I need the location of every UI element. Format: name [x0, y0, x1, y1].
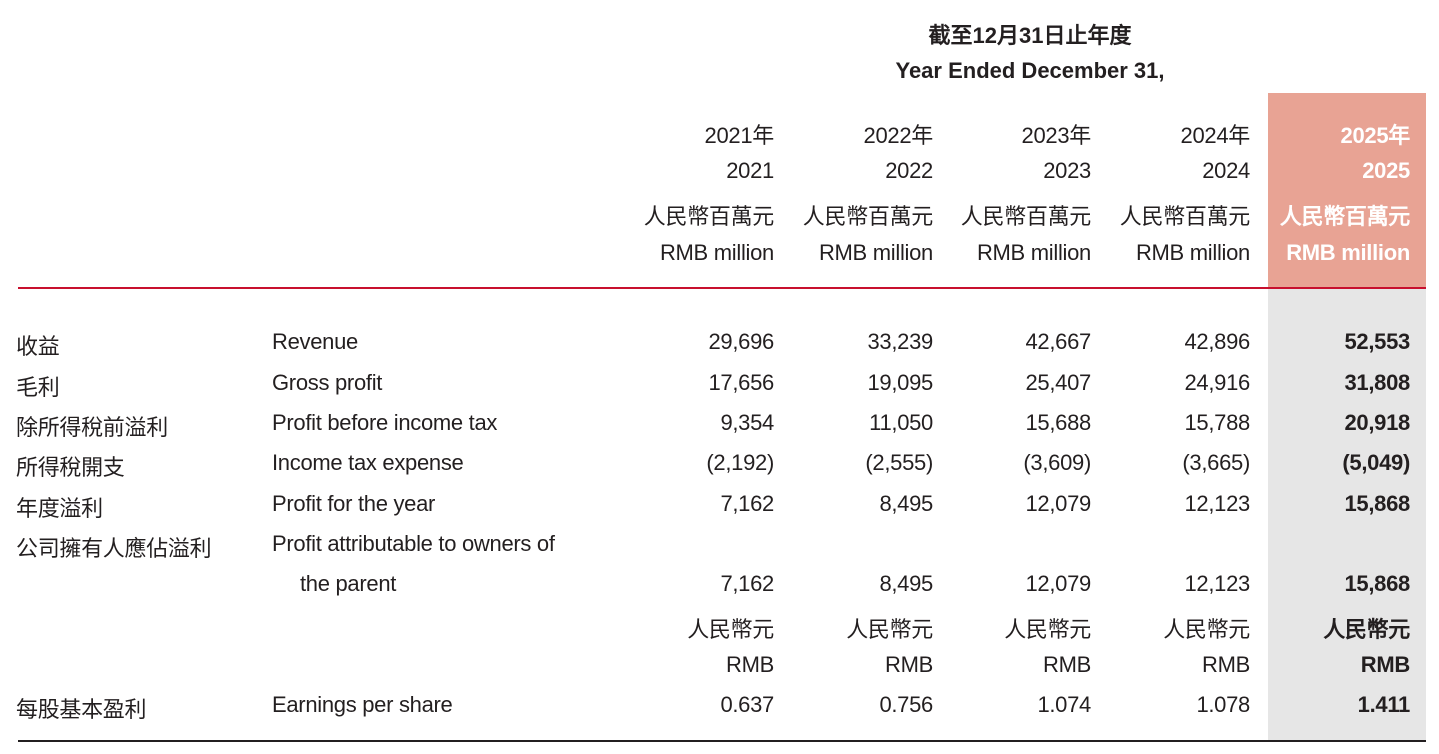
- column-header-unit-cn: 人民幣百萬元: [1279, 204, 1411, 229]
- column-header-unit-en: RMB million: [1286, 240, 1410, 265]
- column-header-year: 2023: [1043, 158, 1091, 183]
- row-label-en: Earnings per share: [272, 692, 453, 717]
- period-title-en: Year Ended December 31,: [895, 58, 1165, 83]
- table-cell-value: (3,665): [1182, 450, 1250, 475]
- table-cell-value: 1.411: [1357, 692, 1411, 717]
- eps-unit-cn: 人民幣元: [687, 617, 774, 642]
- table-cell-value: 15,788: [1184, 410, 1251, 435]
- table-bottom-rule: [18, 740, 1426, 742]
- eps-unit-cn: 人民幣元: [846, 617, 933, 642]
- highlight-column-background: [1268, 288, 1426, 741]
- table-cell-value: 12,079: [1025, 491, 1092, 516]
- table-cell-value: (2,192): [706, 450, 774, 475]
- column-header-unit-en: RMB million: [659, 240, 774, 265]
- table-cell-value: 1.074: [1037, 692, 1091, 717]
- table-cell-value: 0.637: [720, 692, 774, 717]
- row-label-en: Profit for the year: [272, 491, 436, 516]
- table-cell-value: 24,916: [1184, 370, 1251, 395]
- column-header-year: 2022: [885, 158, 933, 183]
- table-cell-value: (2,555): [865, 450, 933, 475]
- table-cell-value: 11,050: [869, 410, 933, 435]
- table-cell-value: 15,688: [1025, 410, 1092, 435]
- table-cell-value: 19,095: [867, 370, 934, 395]
- table-cell-value: 42,667: [1025, 329, 1092, 354]
- row-label-cn: 收益: [16, 334, 60, 359]
- table-cell-value: 15,868: [1344, 571, 1411, 596]
- table-cell-value: 17,656: [708, 370, 775, 395]
- table-cell-value: 25,407: [1025, 370, 1092, 395]
- eps-unit-cn: 人民幣元: [1004, 617, 1091, 642]
- column-header-unit-cn: 人民幣百萬元: [643, 204, 775, 229]
- column-header-unit-en: RMB million: [976, 240, 1091, 265]
- eps-unit-en: RMB: [1360, 652, 1411, 677]
- table-cell-value: 7,162: [720, 491, 774, 516]
- eps-unit-cn: 人民幣元: [1163, 617, 1250, 642]
- table-cell-value: 33,239: [867, 329, 934, 354]
- table-cell-value: 20,918: [1344, 410, 1411, 435]
- row-label-cn: 年度溢利: [16, 496, 103, 521]
- table-cell-value: 29,696: [708, 329, 775, 354]
- table-cell-value: 9,354: [720, 410, 774, 435]
- table-cell-value: 31,808: [1344, 370, 1411, 395]
- highlight-column-header-background: [1268, 93, 1426, 288]
- table-cell-value: 52,553: [1344, 329, 1411, 354]
- table-cell-value: 15,868: [1344, 491, 1411, 516]
- eps-unit-en: RMB: [726, 652, 774, 677]
- column-header-year-cn: 2021年: [704, 123, 775, 148]
- eps-unit-cn: 人民幣元: [1323, 617, 1410, 642]
- period-title-cn: 截至12月31日止年度: [928, 23, 1132, 48]
- eps-unit-en: RMB: [885, 652, 933, 677]
- column-header-unit-en: RMB million: [818, 240, 933, 265]
- table-cell-value: 12,079: [1025, 571, 1092, 596]
- eps-unit-en: RMB: [1202, 652, 1250, 677]
- table-cell-value: 1.078: [1196, 692, 1250, 717]
- table-cell-value: 42,896: [1184, 329, 1251, 354]
- header-divider: [18, 287, 1426, 289]
- eps-unit-en: RMB: [1043, 652, 1091, 677]
- column-header-year-cn: 2024年: [1180, 123, 1251, 148]
- row-label-cn: 除所得稅前溢利: [16, 415, 168, 440]
- row-label-en: Profit attributable to owners of: [272, 531, 555, 556]
- column-header-year-cn: 2022年: [863, 123, 934, 148]
- column-header-year: 2025: [1362, 158, 1410, 183]
- column-header-year-cn: 2025年: [1340, 123, 1411, 148]
- row-label-en-continued: the parent: [300, 571, 397, 596]
- column-header-year: 2024: [1202, 158, 1250, 183]
- table-cell-value: 8,495: [879, 491, 933, 516]
- row-label-cn: 所得稅開支: [16, 455, 125, 480]
- table-cell-value: 12,123: [1184, 491, 1251, 516]
- table-cell-value: 12,123: [1184, 571, 1251, 596]
- row-label-cn: 公司擁有人應佔溢利: [16, 536, 212, 561]
- column-header-year-cn: 2023年: [1021, 123, 1092, 148]
- column-header-unit-en: RMB million: [1135, 240, 1250, 265]
- row-label-cn: 毛利: [16, 375, 60, 400]
- row-label-en: Gross profit: [272, 370, 383, 395]
- column-header-unit-cn: 人民幣百萬元: [1119, 204, 1251, 229]
- row-label-cn: 每股基本盈利: [16, 697, 147, 722]
- column-header-year: 2021: [726, 158, 774, 183]
- row-label-en: Revenue: [272, 329, 358, 354]
- table-cell-value: 8,495: [879, 571, 933, 596]
- table-cell-value: 7,162: [720, 571, 774, 596]
- table-cell-value: 0.756: [879, 692, 933, 717]
- row-label-en: Profit before income tax: [272, 410, 498, 435]
- row-label-en: Income tax expense: [272, 450, 464, 475]
- column-header-unit-cn: 人民幣百萬元: [960, 204, 1092, 229]
- table-cell-value: (5,049): [1342, 450, 1410, 475]
- table-cell-value: (3,609): [1023, 450, 1091, 475]
- column-header-unit-cn: 人民幣百萬元: [802, 204, 934, 229]
